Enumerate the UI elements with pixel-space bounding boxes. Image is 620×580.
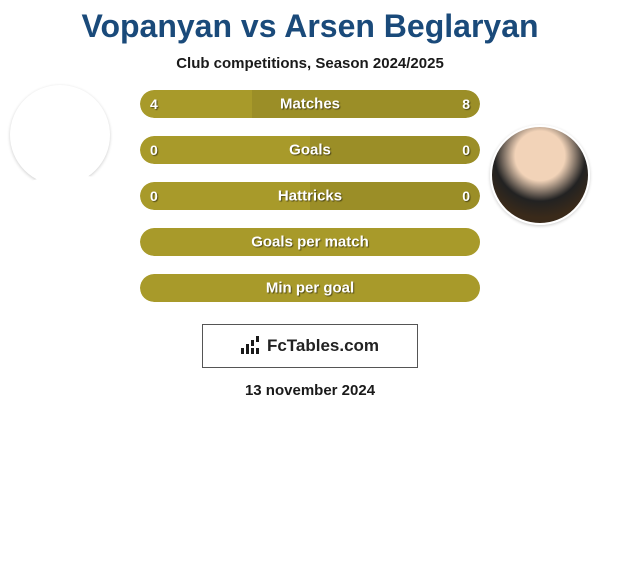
stat-label: Min per goal bbox=[266, 280, 354, 297]
stat-value-right: 0 bbox=[462, 188, 470, 204]
stat-label: Matches bbox=[280, 96, 340, 113]
stat-row: Goals per match bbox=[140, 228, 480, 256]
stat-row: Min per goal bbox=[140, 274, 480, 302]
stat-value-left: 0 bbox=[150, 142, 158, 158]
stat-value-right: 8 bbox=[462, 96, 470, 112]
brand-box: FcTables.com bbox=[202, 324, 418, 368]
stat-row: Goals 0 0 bbox=[140, 136, 480, 164]
stat-value-left: 0 bbox=[150, 188, 158, 204]
stat-label: Hattricks bbox=[278, 188, 342, 205]
stats-bars: Matches 4 8 Goals 0 0 Hattricks 0 0 Goals per mat… bbox=[140, 90, 480, 302]
brand-icon bbox=[241, 338, 261, 354]
date-text: 13 november 2024 bbox=[245, 382, 375, 399]
stat-row: Hattricks 0 0 bbox=[140, 182, 480, 210]
stat-label: Goals bbox=[289, 142, 331, 159]
subtitle: Club competitions, Season 2024/2025 bbox=[176, 55, 444, 72]
stat-bar-left bbox=[140, 136, 310, 164]
stat-row: Matches 4 8 bbox=[140, 90, 480, 118]
brand-text: FcTables.com bbox=[267, 336, 379, 356]
stat-value-right: 0 bbox=[462, 142, 470, 158]
stat-value-left: 4 bbox=[150, 96, 158, 112]
stat-label: Goals per match bbox=[251, 234, 369, 251]
page-title: Vopanyan vs Arsen Beglaryan bbox=[81, 8, 538, 45]
stat-bar-right bbox=[310, 136, 480, 164]
